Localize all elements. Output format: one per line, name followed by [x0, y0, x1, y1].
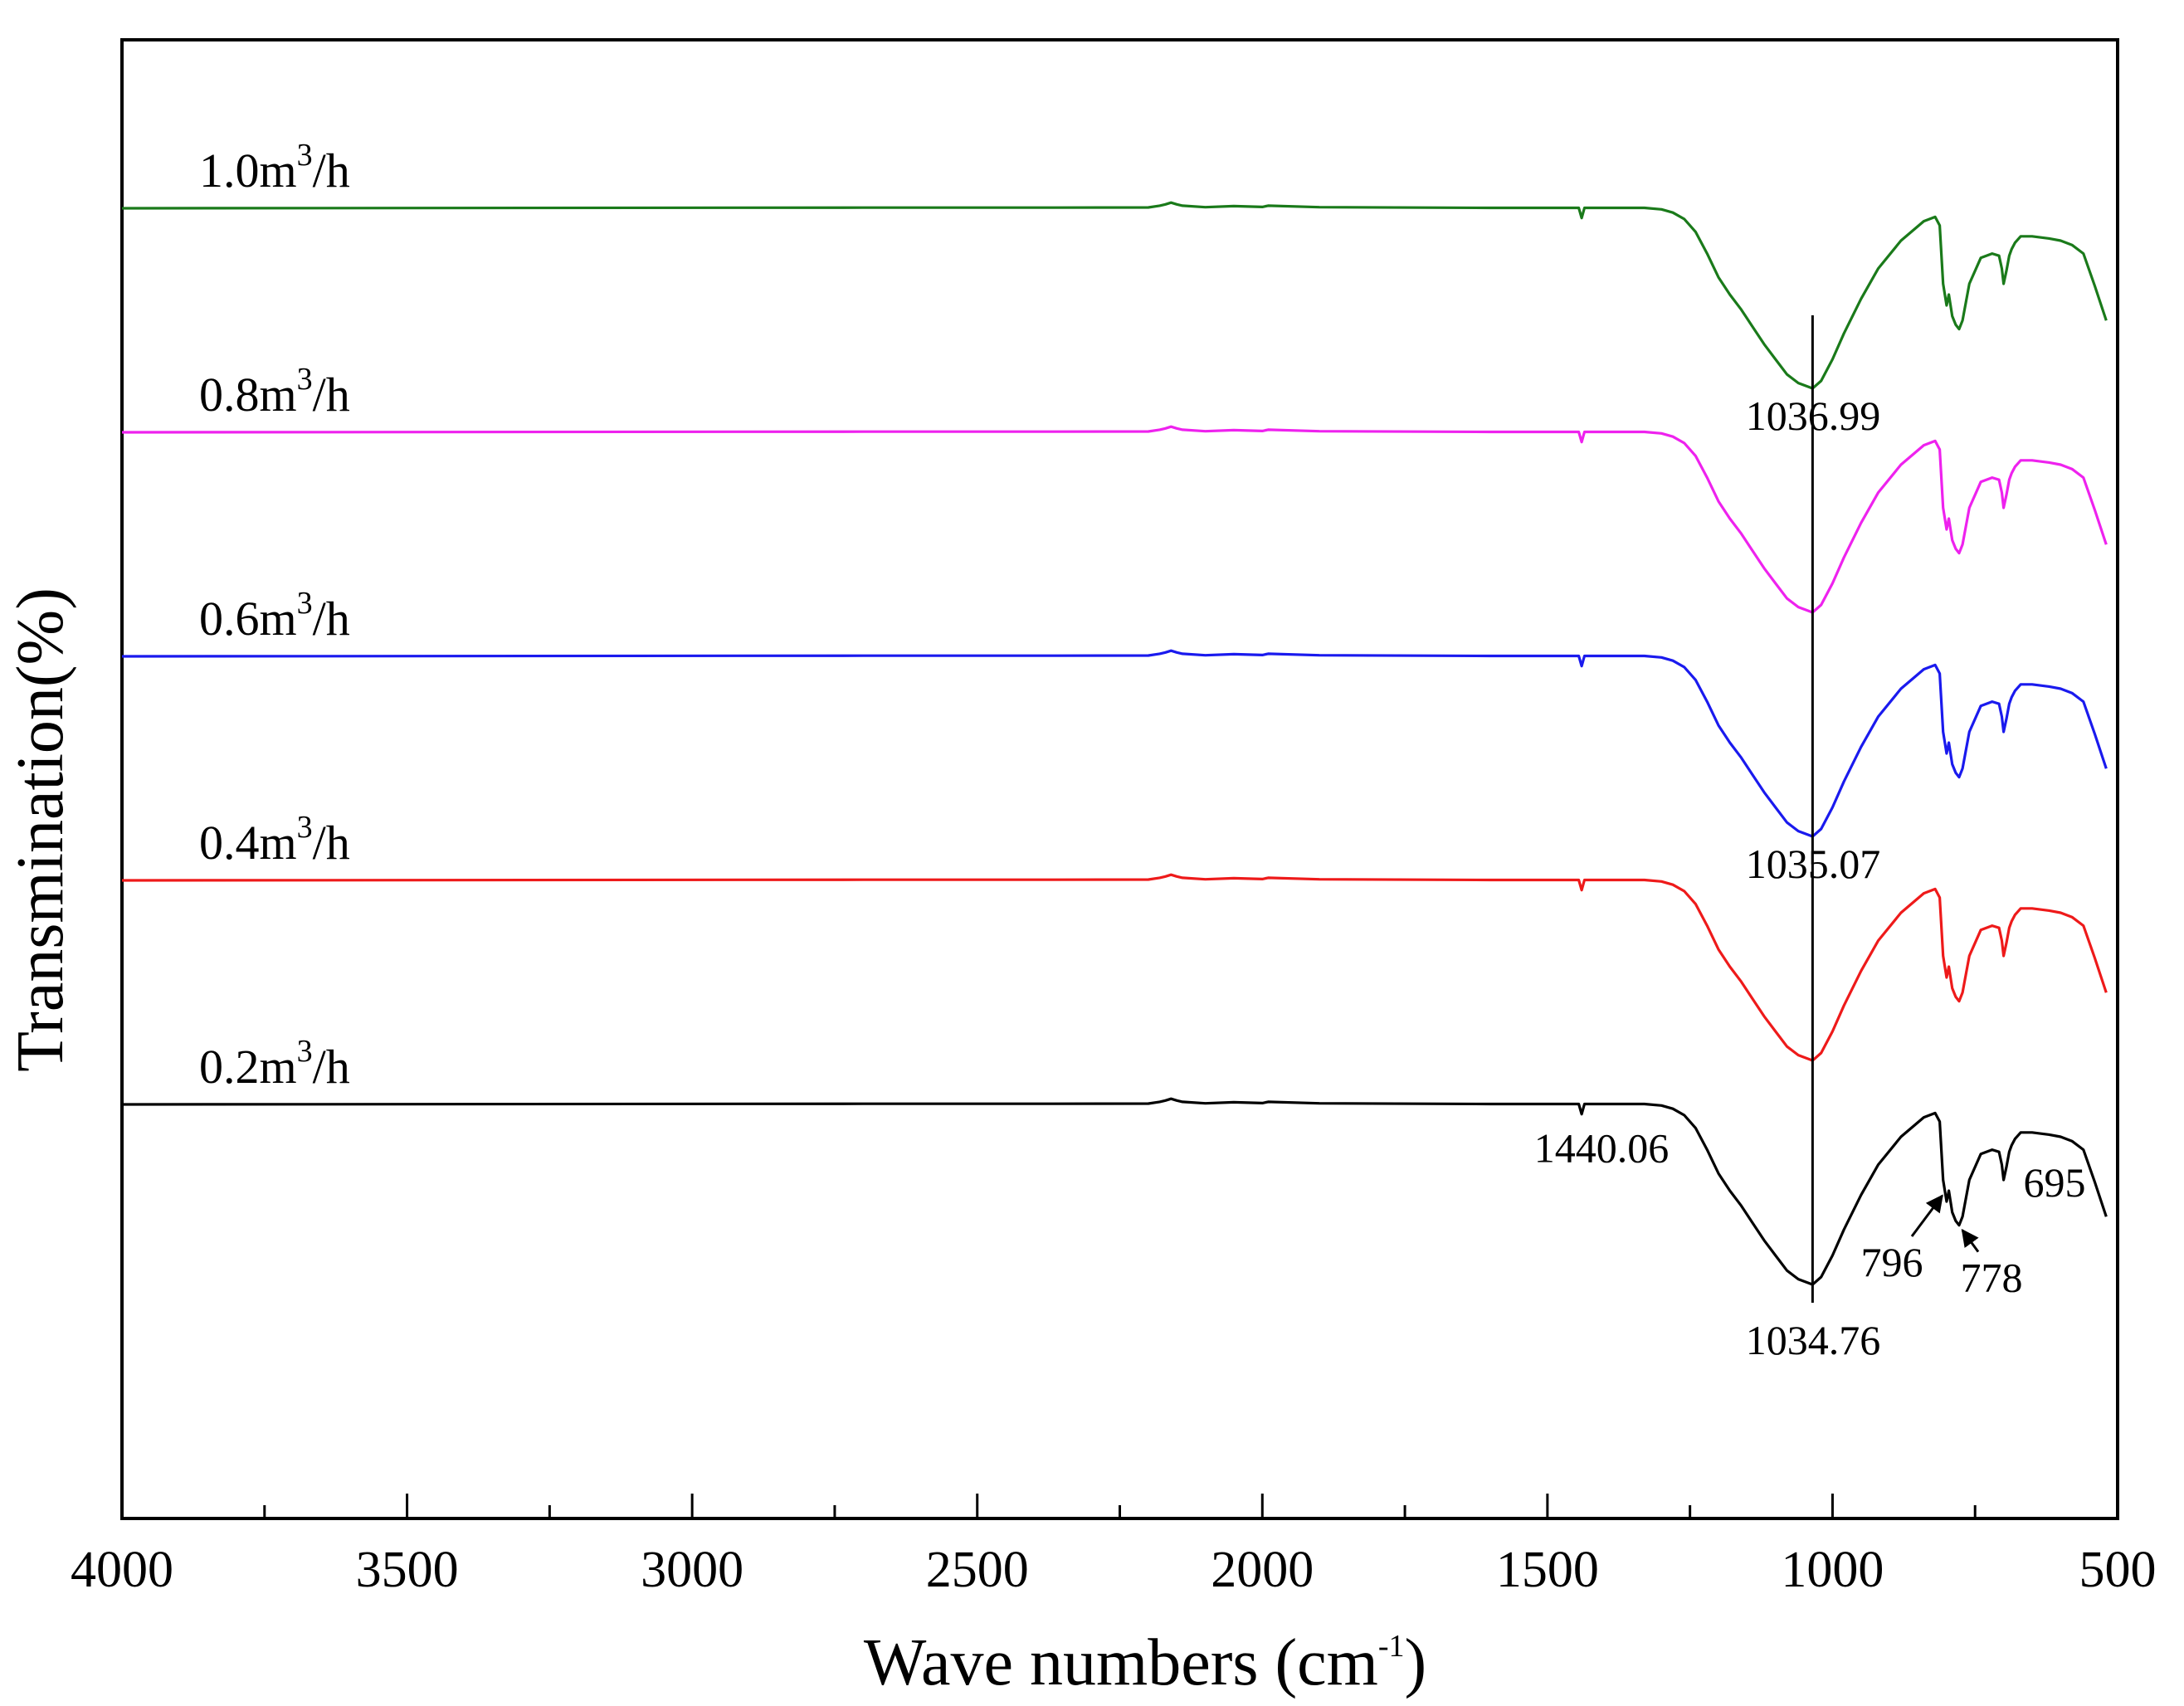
- series-line: [121, 649, 2108, 838]
- x-tick-label: 3500: [356, 1542, 459, 1598]
- series-line: [121, 1097, 2108, 1286]
- peak-annotation: 1036.99: [1746, 392, 1881, 439]
- peak-annotation: 1035.07: [1746, 841, 1881, 887]
- plot-frame: [120, 38, 2119, 1520]
- x-tick-label: 3000: [641, 1542, 743, 1598]
- x-axis-tick-labels: 4000 3500 3000 2500 2000 1500 1000 500: [71, 1542, 2157, 1598]
- peak-annotation: 1034.76: [1746, 1317, 1881, 1363]
- peak-annotation: 1440.06: [1534, 1125, 1670, 1172]
- series-label: 0.8m3/h: [199, 362, 350, 422]
- series-label: 0.2m3/h: [199, 1034, 350, 1094]
- series-line: [121, 201, 2108, 390]
- peak-annotation: 695: [2024, 1159, 2086, 1206]
- series-line: [121, 873, 2108, 1062]
- x-tick-label: 2000: [1211, 1542, 1314, 1598]
- y-axis-title: Transmination(%): [4, 587, 77, 1072]
- x-tick-label: 4000: [71, 1542, 173, 1598]
- x-tick-label: 500: [2079, 1542, 2157, 1598]
- spectra: 1.0m3/h 0.8m3/h 0.6m3/h 0.4m3/h 0.2m3/h: [121, 138, 2108, 1303]
- peak-annotation: 796: [1861, 1239, 1923, 1285]
- peak-arrow: [1910, 1194, 1943, 1237]
- x-tick-label: 1500: [1496, 1542, 1599, 1598]
- peak-annotation: 778: [1961, 1255, 2023, 1301]
- series-line: [121, 425, 2108, 614]
- x-tick-label: 1000: [1781, 1542, 1884, 1598]
- peak-arrow: [1961, 1228, 1980, 1253]
- series-label: 0.4m3/h: [199, 810, 350, 870]
- x-tick-label: 2500: [926, 1542, 1029, 1598]
- x-axis-ticks: [120, 1494, 2119, 1518]
- x-axis-title: Wave numbers (cm-1): [864, 1626, 1426, 1699]
- series-label: 0.6m3/h: [199, 586, 350, 646]
- annotations: 1036.99 1035.07 1440.06 1034.76 796 778 695: [1534, 392, 2086, 1363]
- series-label: 1.0m3/h: [199, 138, 350, 197]
